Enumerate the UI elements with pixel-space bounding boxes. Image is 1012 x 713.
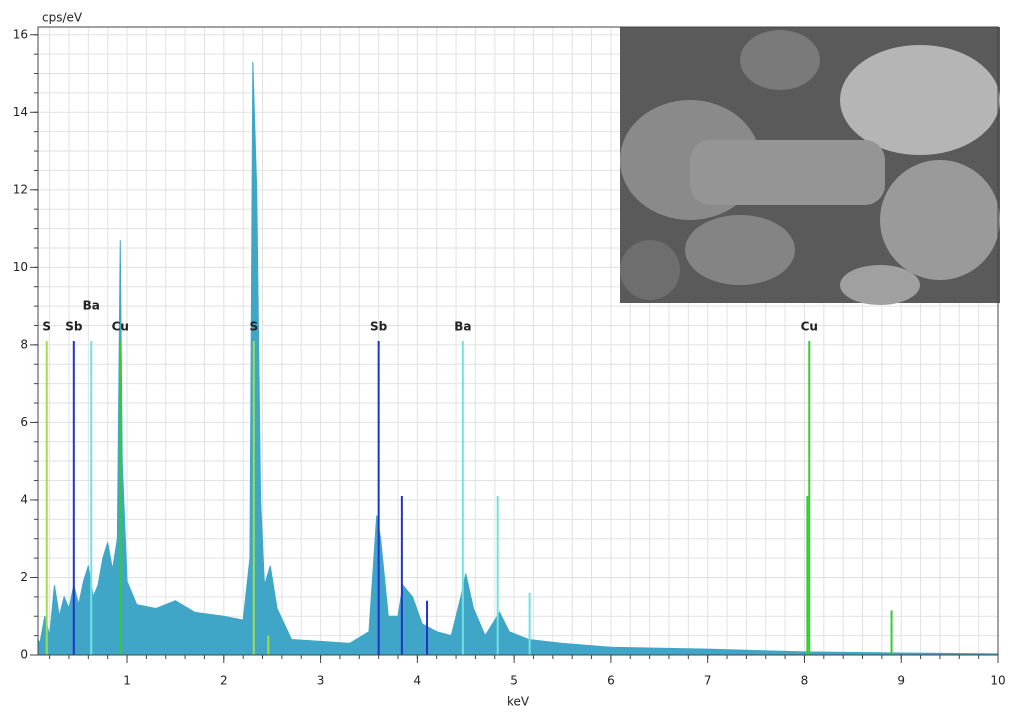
x-tick-label: 6 [607,674,615,688]
y-tick-label: 2 [20,570,28,584]
x-tick-label: 4 [414,674,422,688]
x-tick-label: 10 [990,674,1005,688]
spectrum-area [37,61,999,656]
element-label: S [249,320,258,334]
y-tick-label: 12 [13,182,28,196]
element-label: Cu [801,320,818,334]
y-tick-label: 14 [13,105,28,119]
element-label: Ba [83,299,100,313]
x-tick-label: 9 [897,674,905,688]
x-axis-label: keV [507,695,530,709]
y-axis-label: cps/eV [42,11,83,25]
y-tick-label: 0 [20,648,28,662]
y-tick-label: 8 [20,337,28,351]
plot-frame [37,26,999,656]
y-tick-label: 10 [13,260,28,274]
element-label: Ba [454,320,471,334]
x-tick-label: 7 [704,674,712,688]
x-tick-label: 3 [317,674,325,688]
element-label: Sb [370,320,388,334]
x-tick-label: 8 [801,674,809,688]
y-tick-label: 6 [20,415,28,429]
element-label: Cu [112,320,129,334]
x-tick-label: 5 [510,674,518,688]
x-tick-label: 1 [123,674,131,688]
element-label: S [42,320,51,334]
sem-image [620,27,1000,305]
element-label: Sb [65,320,83,334]
x-tick-label: 2 [220,674,228,688]
y-tick-label: 16 [13,27,28,41]
y-tick-label: 4 [20,492,28,506]
